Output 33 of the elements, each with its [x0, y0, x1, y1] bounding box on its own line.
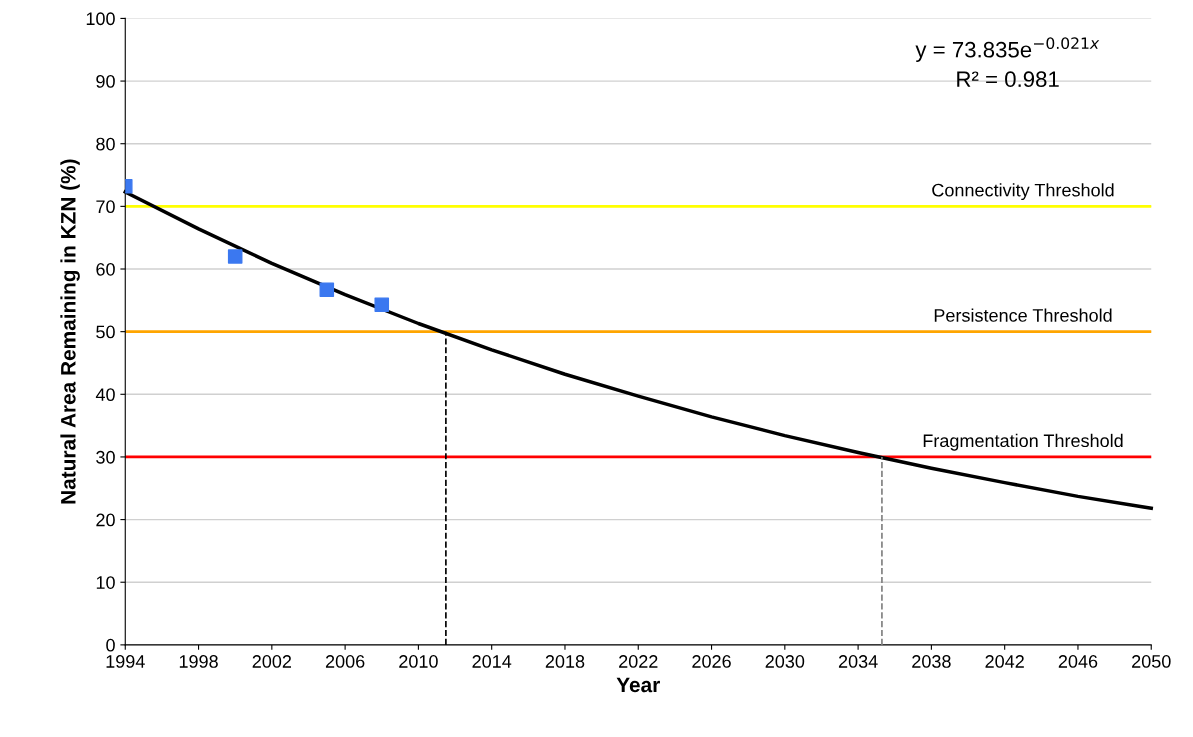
- y-tick-label: 50: [96, 325, 115, 339]
- x-tick-label: 2010: [399, 655, 438, 668]
- x-tick-label: 2030: [765, 655, 805, 668]
- y-tick-label: 20: [96, 513, 115, 527]
- ref-line-label: Connectivity Threshold: [932, 183, 1114, 201]
- x-tick-label: 1994: [106, 655, 145, 668]
- x-tick-label: 2046: [1058, 655, 1098, 668]
- x-tick-label: 2026: [692, 655, 731, 668]
- y-tick-label: 80: [96, 137, 115, 151]
- annotation: R² = 0.981: [957, 71, 1059, 88]
- ref-line-label: Fragmentation Threshold: [923, 433, 1123, 451]
- y-tick-label: 30: [96, 450, 115, 464]
- x-axis-title: Year: [616, 677, 660, 693]
- y-tick-label: 10: [96, 576, 115, 589]
- x-tick-label: 2038: [912, 655, 951, 668]
- x-tick-label: 2002: [252, 655, 292, 668]
- x-tick-label: 2022: [619, 655, 658, 668]
- x-tick-label: 2014: [472, 655, 512, 668]
- x-tick-label: 2006: [325, 655, 365, 668]
- y-tick-label: 40: [95, 388, 115, 402]
- annotation: y = 73.835e$^{−0.021x}$: [915, 37, 1100, 62]
- ref-line-label: Persistence Threshold: [934, 308, 1112, 322]
- x-tick-label: 2042: [985, 655, 1024, 668]
- y-tick-label: 60: [96, 262, 115, 276]
- y-tick-label: 100: [86, 12, 115, 26]
- x-tick-label: 2050: [1132, 655, 1171, 668]
- y-tick-label: 90: [96, 75, 115, 88]
- x-tick-label: 2034: [838, 655, 878, 668]
- x-tick-label: 2018: [545, 655, 585, 668]
- y-axis-title: Natural Area Remaining in KZN (%): [60, 159, 80, 504]
- y-tick-label: 0: [106, 638, 115, 652]
- y-tick-label: 70: [96, 200, 115, 214]
- x-tick-label: 1998: [179, 655, 218, 668]
